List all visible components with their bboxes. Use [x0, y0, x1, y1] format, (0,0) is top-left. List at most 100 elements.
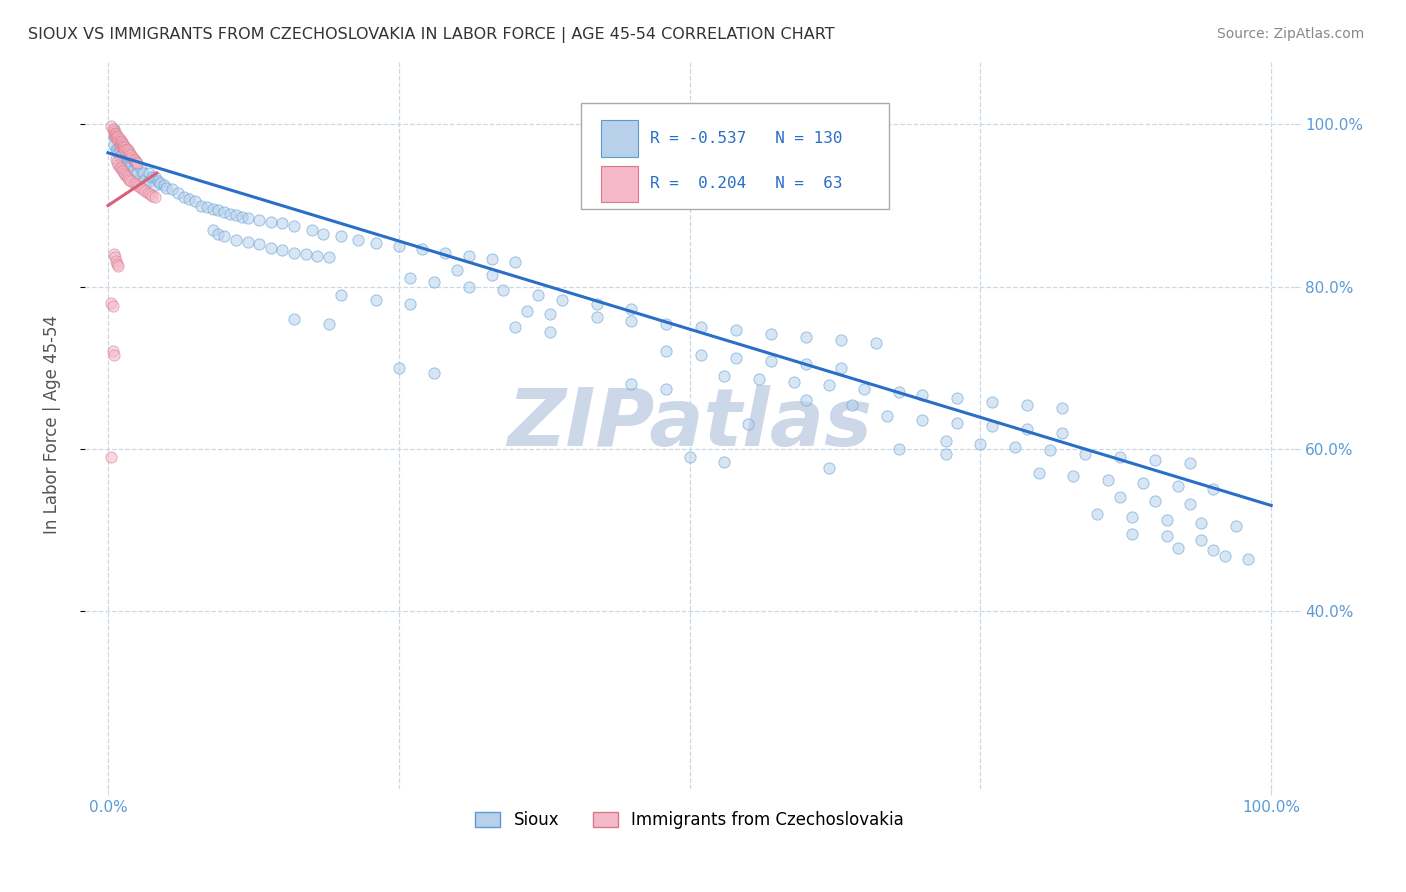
Text: Source: ZipAtlas.com: Source: ZipAtlas.com: [1216, 27, 1364, 41]
Point: [1121, 509, 1143, 524]
Point: [1097, 473, 1119, 487]
Point: [934, 447, 956, 461]
Point: [1178, 456, 1201, 470]
Point: [457, 249, 479, 263]
Point: [207, 227, 229, 241]
Point: [364, 235, 387, 250]
Point: [104, 126, 127, 140]
Point: [120, 150, 142, 164]
Y-axis label: In Labor Force | Age 45-54: In Labor Force | Age 45-54: [44, 315, 60, 534]
Point: [620, 302, 643, 317]
Point: [111, 162, 134, 177]
Point: [911, 388, 934, 402]
Point: [865, 336, 887, 351]
Point: [118, 172, 141, 186]
Point: [247, 237, 270, 252]
Point: [103, 129, 125, 144]
Point: [114, 142, 136, 156]
Point: [1156, 529, 1178, 543]
Point: [725, 323, 748, 337]
Point: [122, 176, 145, 190]
Point: [100, 119, 122, 133]
Point: [399, 271, 422, 285]
Point: [110, 136, 132, 151]
Point: [103, 247, 125, 261]
Point: [201, 223, 224, 237]
Point: [107, 145, 129, 160]
Point: [118, 158, 141, 172]
Point: [115, 169, 138, 184]
Point: [329, 287, 352, 301]
Point: [117, 153, 139, 168]
Point: [122, 153, 145, 168]
Point: [301, 223, 323, 237]
Point: [236, 235, 259, 249]
Point: [108, 138, 131, 153]
Point: [100, 295, 122, 310]
Point: [110, 161, 132, 176]
Point: [143, 178, 166, 193]
Point: [105, 253, 128, 268]
Point: [103, 121, 125, 136]
Point: [166, 186, 188, 201]
Point: [481, 252, 503, 266]
Text: R = -0.537   N = 130: R = -0.537 N = 130: [650, 131, 842, 146]
Point: [492, 283, 515, 297]
Point: [146, 174, 169, 188]
Point: [112, 166, 135, 180]
Point: [101, 299, 124, 313]
Point: [399, 297, 422, 311]
Point: [127, 179, 149, 194]
Point: [115, 142, 138, 156]
Point: [103, 124, 125, 138]
Point: [1085, 507, 1108, 521]
Point: [364, 293, 387, 307]
Point: [111, 137, 134, 152]
Point: [105, 132, 128, 146]
Point: [585, 297, 607, 311]
Point: [111, 138, 134, 153]
Point: [134, 184, 156, 198]
Point: [737, 417, 759, 432]
Point: [434, 245, 457, 260]
Point: [271, 243, 294, 257]
Point: [124, 153, 146, 168]
Point: [690, 348, 713, 362]
Point: [108, 136, 131, 150]
Point: [107, 130, 129, 145]
Point: [1039, 443, 1062, 458]
Point: [121, 150, 143, 164]
FancyBboxPatch shape: [581, 103, 889, 209]
Point: [713, 368, 735, 383]
Point: [853, 382, 876, 396]
Point: [100, 450, 122, 464]
Text: SIOUX VS IMMIGRANTS FROM CZECHOSLOVAKIA IN LABOR FORCE | AGE 45-54 CORRELATION C: SIOUX VS IMMIGRANTS FROM CZECHOSLOVAKIA …: [28, 27, 835, 43]
Point: [1109, 491, 1132, 505]
Point: [1156, 513, 1178, 527]
Point: [117, 145, 139, 160]
Point: [114, 158, 136, 172]
Point: [841, 398, 863, 412]
Legend: Sioux, Immigrants from Czechoslovakia: Sioux, Immigrants from Czechoslovakia: [468, 805, 911, 836]
Point: [112, 142, 135, 156]
Point: [318, 317, 340, 331]
Point: [108, 142, 131, 156]
Point: [503, 255, 526, 269]
Point: [422, 366, 444, 380]
Point: [143, 190, 166, 204]
Point: [105, 128, 128, 143]
Point: [120, 158, 142, 172]
Point: [283, 312, 305, 326]
Point: [108, 150, 131, 164]
Point: [122, 162, 145, 177]
Point: [108, 160, 131, 174]
Point: [1015, 422, 1038, 436]
Point: [946, 392, 969, 406]
Point: [818, 378, 841, 392]
Point: [225, 208, 247, 222]
Point: [104, 251, 127, 265]
Point: [759, 354, 782, 368]
Point: [101, 344, 124, 359]
Point: [125, 174, 148, 188]
Point: [125, 178, 148, 192]
